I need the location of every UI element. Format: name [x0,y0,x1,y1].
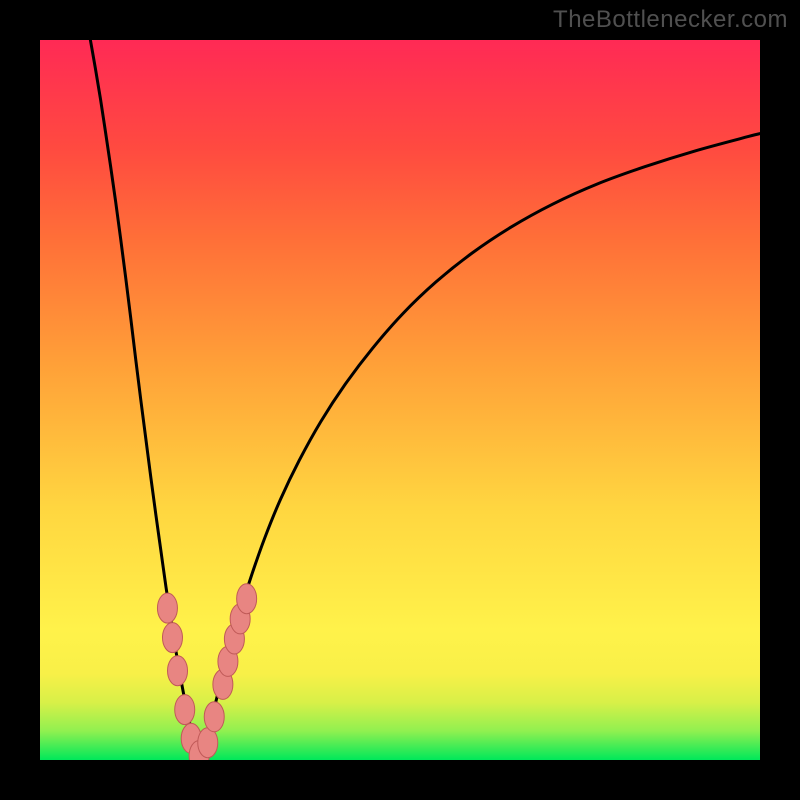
chart-frame: TheBottlenecker.com [0,0,800,800]
gradient-background [40,40,760,760]
marker-dot [162,623,182,653]
marker-dot [157,593,177,623]
marker-dot [204,702,224,732]
marker-dot [237,584,257,614]
bottleneck-chart [40,40,760,760]
marker-dot [175,695,195,725]
marker-dot [168,656,188,686]
watermark-label: TheBottlenecker.com [553,6,788,34]
